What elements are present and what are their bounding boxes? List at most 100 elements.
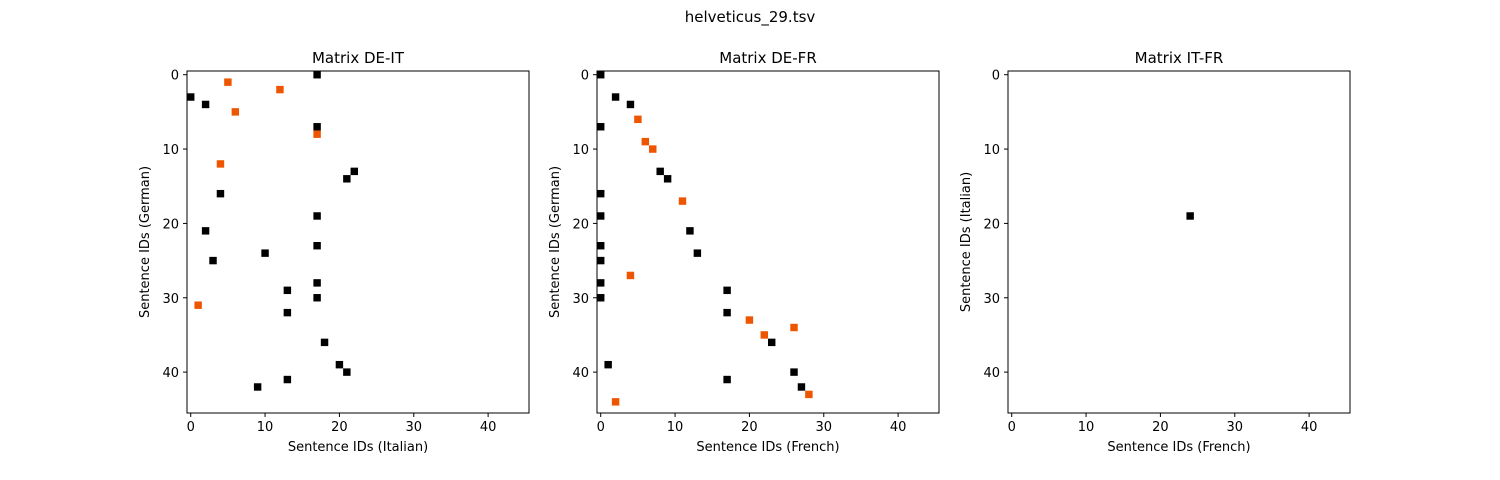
y-tick-label: 40	[162, 366, 179, 381]
x-tick-label: 20	[741, 420, 758, 435]
matrix-cell-orange	[313, 130, 321, 138]
plot-area	[1008, 71, 1350, 413]
matrix-cell-black	[597, 294, 605, 302]
matrix-cell-black	[187, 93, 195, 101]
x-tick-label: 30	[815, 420, 832, 435]
panel-title-de-it: Matrix DE-IT	[312, 49, 405, 67]
x-axis-label: Sentence IDs (French)	[1107, 440, 1250, 455]
matrix-cell-black	[723, 286, 731, 295]
matrix-cell-orange	[805, 390, 813, 399]
matrix-cell-orange	[194, 301, 202, 309]
y-tick-label: 40	[983, 366, 1000, 381]
matrix-cell-black	[597, 256, 605, 265]
matrix-cell-black	[611, 93, 620, 101]
matrix-cell-black	[283, 286, 292, 295]
matrix-cell-black	[313, 294, 321, 302]
matrix-cell-orange	[224, 78, 232, 86]
y-tick-label: 30	[572, 292, 589, 307]
plot-frame	[596, 70, 940, 414]
y-tick-label: 0	[171, 69, 179, 84]
matrix-cell-black	[313, 123, 321, 131]
matrix-cell-black	[201, 227, 210, 235]
matrix-cell-black	[626, 100, 635, 109]
matrix-cell-black	[686, 227, 694, 235]
y-tick-label: 40	[572, 366, 589, 381]
matrix-cell-orange	[649, 145, 657, 153]
matrix-cell-black	[209, 256, 217, 265]
matrix-cell-black	[723, 375, 731, 384]
x-tick-label: 10	[667, 420, 684, 435]
matrix-cell-black	[343, 175, 351, 183]
matrix-cell-black	[797, 383, 806, 391]
x-tick-label: 40	[890, 420, 907, 435]
y-tick-label: 20	[572, 217, 589, 232]
matrix-cell-orange	[641, 137, 650, 146]
matrix-cell-black	[261, 249, 269, 257]
x-tick-label: 20	[331, 420, 348, 435]
matrix-cell-black	[723, 308, 731, 317]
matrix-cell-black	[216, 189, 225, 198]
x-tick-label: 30	[1226, 420, 1243, 435]
matrix-cell-black	[597, 212, 605, 220]
x-tick-label: 40	[480, 420, 497, 435]
panel-de-it: 0 10 20 30 40 0 10 20 30 40 Matrix DE-IT Sentence I…	[138, 49, 530, 455]
x-axis-label: Sentence IDs (French)	[696, 440, 839, 455]
x-tick-label: 0	[597, 420, 605, 435]
matrix-cell-black	[693, 249, 702, 257]
matrix-cell-orange	[611, 398, 620, 406]
panel-title-de-fr: Matrix DE-FR	[719, 49, 817, 67]
matrix-cell-black	[201, 100, 210, 109]
matrix-cell-black	[768, 338, 776, 347]
y-axis-label: Sentence IDs (German)	[548, 166, 563, 318]
x-tick-label: 30	[405, 420, 422, 435]
y-tick-label: 30	[162, 292, 179, 307]
y-tick-label: 10	[572, 143, 589, 158]
x-tick-label: 0	[187, 420, 195, 435]
matrix-cell-orange	[678, 197, 687, 205]
panel-de-fr: 0 10 20 30 40 0 10 20 30 40 Matrix DE-FR Sentence I…	[548, 49, 940, 455]
y-axis-label: Sentence IDs (Italian)	[959, 172, 974, 312]
matrix-cell-black	[283, 375, 292, 384]
matrix-cell-black	[313, 242, 321, 250]
matrix-cell-orange	[216, 160, 225, 168]
matrix-cell-black	[350, 167, 358, 176]
matrix-cell-black	[320, 338, 329, 347]
y-tick-label: 20	[162, 217, 179, 232]
plot-area	[187, 71, 529, 413]
x-tick-label: 0	[1008, 420, 1016, 435]
matrix-cell-black	[253, 383, 262, 391]
y-axis-label: Sentence IDs (German)	[138, 166, 153, 318]
x-tick-label: 40	[1301, 420, 1318, 435]
matrix-cell-orange	[276, 85, 284, 94]
matrix-cell-black	[343, 368, 351, 376]
matrix-cell-black	[1186, 212, 1194, 220]
matrix-cell-black	[656, 167, 664, 176]
x-tick-label: 10	[1078, 420, 1095, 435]
matrix-cell-orange	[790, 323, 798, 332]
plot-frame	[186, 70, 530, 414]
matrix-cell-orange	[626, 271, 635, 280]
matrix-cell-black	[597, 279, 605, 287]
matrix-cell-black	[597, 123, 605, 131]
matrix-cell-orange	[634, 115, 642, 124]
x-tick-label: 20	[1152, 420, 1169, 435]
matrix-cell-orange	[231, 108, 240, 116]
y-tick-label: 0	[992, 69, 1000, 84]
y-tick-label: 30	[983, 292, 1000, 307]
plot-area	[597, 71, 939, 413]
panel-it-fr: 0 10 20 30 40 0 10 20 30 40 Matrix IT-FR Sentence I…	[959, 49, 1351, 455]
y-tick-label: 20	[983, 217, 1000, 232]
matrix-cell-black	[790, 368, 798, 376]
matrix-cell-black	[663, 175, 672, 183]
matrix-cell-black	[313, 71, 321, 79]
y-tick-label: 0	[581, 69, 589, 84]
panel-title-it-fr: Matrix IT-FR	[1135, 49, 1224, 67]
y-tick-label: 10	[162, 143, 179, 158]
x-tick-label: 10	[257, 420, 274, 435]
figure-title: helveticus_29.tsv	[685, 8, 816, 27]
matrix-cell-black	[313, 212, 321, 220]
matrix-cell-black	[597, 71, 605, 79]
matrix-cell-black	[604, 360, 612, 369]
matrix-cell-black	[597, 189, 605, 198]
